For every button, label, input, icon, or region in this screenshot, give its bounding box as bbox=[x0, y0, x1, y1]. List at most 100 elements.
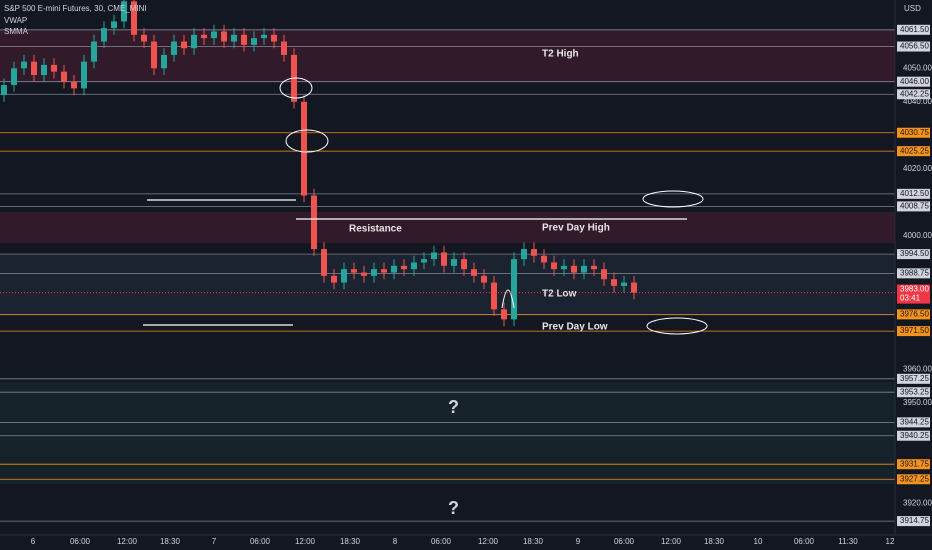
level-label-bg bbox=[897, 127, 930, 138]
annotation: ? bbox=[448, 397, 459, 417]
level-label: 4012.50 bbox=[900, 189, 929, 198]
y-tick-label: 3920.00 bbox=[903, 499, 932, 508]
candle-body bbox=[281, 41, 287, 55]
candle-body bbox=[481, 275, 487, 283]
candle-body bbox=[631, 282, 637, 293]
x-tick-label: 06:00 bbox=[250, 537, 271, 546]
candle-body bbox=[201, 34, 207, 39]
candle-body bbox=[391, 265, 397, 273]
y-tick-label: 4050.00 bbox=[903, 63, 932, 72]
candle-body bbox=[251, 38, 257, 45]
y-tick-label: 3960.00 bbox=[903, 365, 932, 374]
candle-body bbox=[151, 41, 157, 69]
candle-body bbox=[121, 1, 127, 22]
y-tick-label: 4020.00 bbox=[903, 164, 932, 173]
candle-body bbox=[241, 34, 247, 45]
candle-body bbox=[531, 249, 537, 256]
legend-entry: VWAP bbox=[4, 16, 27, 25]
x-tick-label: 06:00 bbox=[794, 537, 815, 546]
candle-body bbox=[301, 101, 307, 196]
candle-body bbox=[381, 269, 387, 273]
x-tick-label: 12:00 bbox=[478, 537, 499, 546]
x-tick-label: 12:00 bbox=[117, 537, 138, 546]
level-label-bg bbox=[897, 41, 930, 52]
level-label: 3940.25 bbox=[900, 431, 929, 440]
x-tick-label: 18:30 bbox=[340, 537, 361, 546]
annotation: T2 Low bbox=[542, 289, 577, 300]
x-tick-label: 06:00 bbox=[70, 537, 91, 546]
candle-body bbox=[411, 262, 417, 270]
candle-body bbox=[261, 34, 267, 39]
level-label: 3931.75 bbox=[900, 459, 929, 468]
candle-body bbox=[1, 85, 7, 96]
x-tick-label: 11:30 bbox=[838, 537, 858, 546]
x-tick-label: 12:00 bbox=[295, 537, 316, 546]
y-tick-label: 4040.00 bbox=[903, 97, 932, 106]
x-tick-label: 9 bbox=[576, 537, 581, 546]
zone bbox=[0, 30, 895, 82]
annotation: Resistance bbox=[349, 224, 402, 235]
candle-body bbox=[31, 61, 37, 75]
candle-body bbox=[351, 269, 357, 273]
candle-body bbox=[21, 61, 27, 69]
zone bbox=[0, 255, 895, 316]
zone bbox=[0, 212, 895, 243]
candle-body bbox=[131, 1, 137, 35]
x-tick-label: 8 bbox=[393, 537, 398, 546]
candle-body bbox=[11, 68, 17, 86]
countdown: 03:41 bbox=[900, 294, 921, 303]
x-tick-label: 06:00 bbox=[431, 537, 452, 546]
level-label-bg bbox=[897, 326, 930, 337]
candle-body bbox=[161, 54, 167, 69]
candle-body bbox=[181, 41, 187, 49]
candle-body bbox=[451, 259, 457, 266]
candle-body bbox=[621, 282, 627, 286]
candle-body bbox=[471, 269, 477, 276]
level-label: 4030.75 bbox=[900, 128, 929, 137]
candle-body bbox=[571, 265, 577, 273]
candle-body bbox=[461, 259, 467, 270]
candle-body bbox=[601, 269, 607, 280]
candle-body bbox=[71, 81, 77, 89]
candle-body bbox=[231, 34, 237, 42]
candle-body bbox=[581, 265, 587, 273]
level-label-bg bbox=[897, 474, 930, 485]
level-label-bg bbox=[897, 459, 930, 470]
level-label-bg bbox=[897, 89, 930, 100]
candle-body bbox=[431, 252, 437, 260]
circle-mark bbox=[646, 317, 708, 335]
x-tick-label: 12 bbox=[886, 537, 895, 546]
candle-body bbox=[591, 265, 597, 270]
x-tick-label: 18:30 bbox=[160, 537, 181, 546]
level-label: 3988.75 bbox=[900, 268, 929, 277]
level-label-bg bbox=[897, 76, 930, 87]
annotation: Prev Day High bbox=[542, 223, 610, 234]
level-label: 4042.25 bbox=[900, 89, 929, 98]
level-label: 3944.25 bbox=[900, 417, 929, 426]
level-label-bg bbox=[897, 249, 930, 260]
legend-entry: SMMA bbox=[4, 27, 29, 36]
annotation: T2 High bbox=[542, 49, 579, 60]
candle-body bbox=[81, 61, 87, 89]
candle-body bbox=[61, 71, 67, 82]
candle-body bbox=[441, 252, 447, 266]
level-label-bg bbox=[897, 201, 930, 212]
y-tick-label: 3950.00 bbox=[903, 398, 932, 407]
candle-body bbox=[491, 282, 497, 310]
candle-body bbox=[501, 309, 507, 320]
chart-title: S&P 500 E-mini Futures, 30, CME_MINI bbox=[4, 4, 147, 13]
level-label-bg bbox=[897, 373, 930, 384]
candle-body bbox=[521, 249, 527, 260]
candle-body bbox=[331, 275, 337, 283]
circle-mark bbox=[642, 190, 704, 208]
candle-body bbox=[211, 31, 217, 39]
x-tick-label: 7 bbox=[212, 537, 217, 546]
candle-body bbox=[41, 64, 47, 75]
last-price-bg bbox=[897, 284, 930, 304]
candle-body bbox=[541, 255, 547, 263]
candle-body bbox=[371, 269, 377, 276]
level-label-bg bbox=[897, 309, 930, 320]
x-tick-label: 18:30 bbox=[704, 537, 725, 546]
x-tick-label: 06:00 bbox=[614, 537, 635, 546]
circle-mark bbox=[279, 77, 313, 99]
